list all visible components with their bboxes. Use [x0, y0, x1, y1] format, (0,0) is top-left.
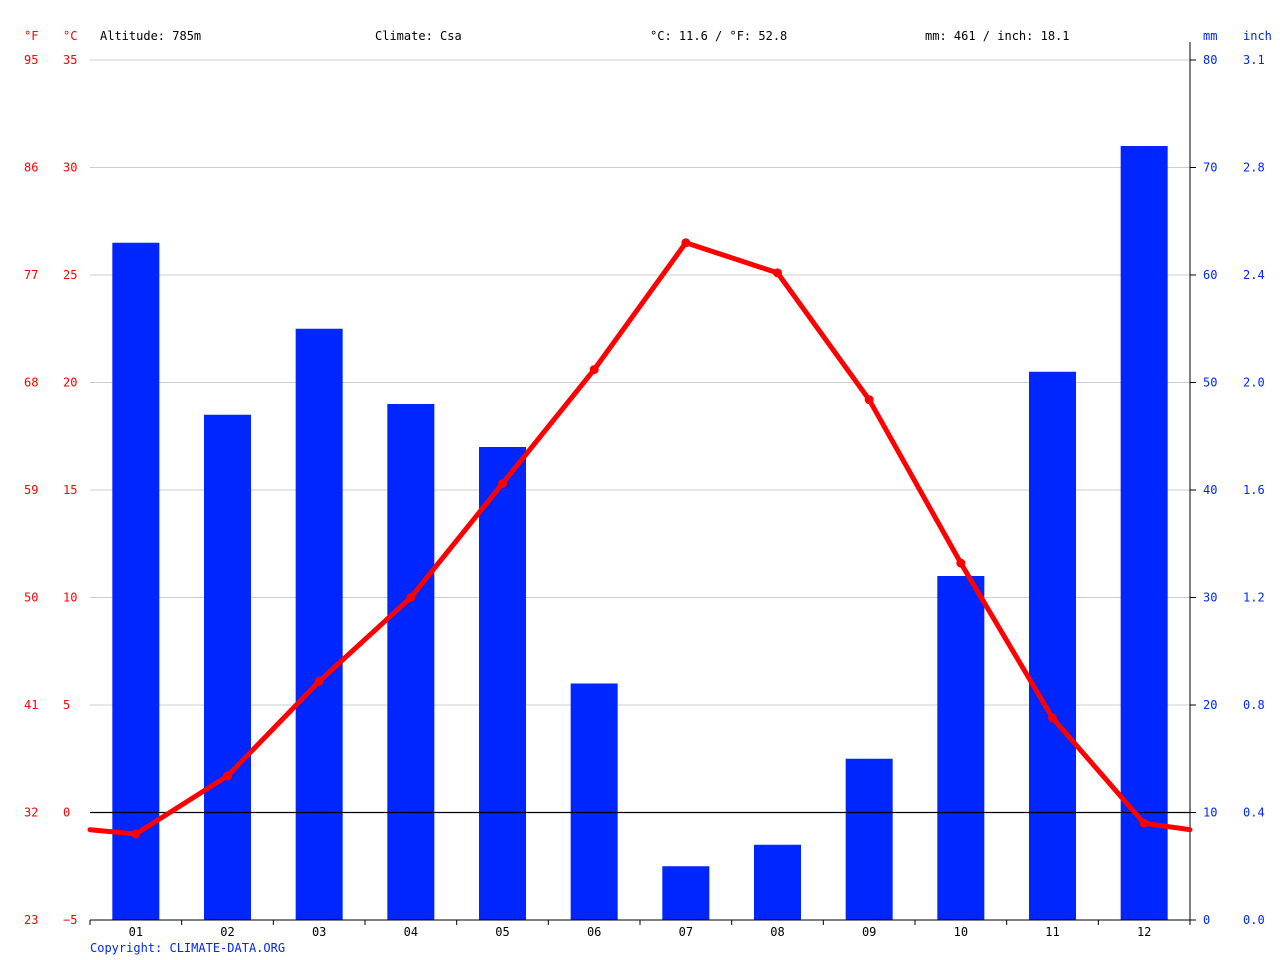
celsius-tick-label: 35	[63, 53, 77, 67]
mm-tick-label: 70	[1203, 161, 1217, 175]
mm-tick-label: 20	[1203, 698, 1217, 712]
month-label: 11	[1045, 925, 1059, 939]
celsius-tick-label: 5	[63, 698, 70, 712]
month-label: 08	[770, 925, 784, 939]
temperature-point	[589, 365, 599, 375]
mm-tick-label: 50	[1203, 376, 1217, 390]
month-label: 10	[954, 925, 968, 939]
fahrenheit-tick-label: 77	[24, 268, 38, 282]
temperature-point	[773, 268, 782, 278]
temperature-point	[314, 676, 324, 686]
inch-tick-label: 2.0	[1243, 376, 1265, 390]
temperature-point	[1048, 713, 1057, 723]
precipitation-bar	[845, 758, 893, 920]
precipitation-bar	[937, 576, 985, 920]
month-label: 04	[404, 925, 418, 939]
month-label: 03	[312, 925, 326, 939]
precipitation-bar	[112, 242, 160, 920]
mm-unit-label: mm	[1203, 29, 1217, 43]
tick-labels: 95 35 80 3.186 30 70 2.877 25 60 2.468 20 50 2.059 15…	[24, 53, 1265, 939]
precipitation-bar	[387, 404, 435, 920]
month-label: 07	[679, 925, 693, 939]
mm-tick-label: 60	[1203, 268, 1217, 282]
celsius-tick-label: 30	[63, 161, 77, 175]
inch-tick-label: 1.6	[1243, 483, 1265, 497]
grid-lines	[90, 59, 1190, 813]
axes	[89, 42, 1196, 925]
precip-total-label: mm: 461 / inch: 18.1	[925, 29, 1070, 43]
fahrenheit-tick-label: 68	[24, 376, 38, 390]
precipitation-bar	[204, 414, 251, 920]
mm-tick-label: 0	[1203, 913, 1210, 927]
celsius-tick-label: 0	[63, 806, 70, 820]
temperature-point	[681, 238, 691, 248]
mm-tick-label: 40	[1203, 483, 1217, 497]
celsius-tick-label: 20	[63, 376, 77, 390]
inch-tick-label: 0.8	[1243, 698, 1265, 712]
precipitation-bar	[754, 844, 801, 920]
temperature-series-line	[87, 240, 1193, 837]
mm-tick-label: 10	[1203, 806, 1217, 820]
precipitation-bar	[479, 447, 526, 920]
temperature-point	[498, 479, 507, 489]
mean-temp-label: °C: 11.6 / °F: 52.8	[650, 29, 787, 43]
fahrenheit-tick-label: 50	[24, 591, 38, 605]
fahrenheit-unit-label: °F	[24, 29, 38, 43]
inch-tick-label: 2.8	[1243, 161, 1265, 175]
month-label: 01	[129, 925, 143, 939]
month-label: 06	[587, 925, 601, 939]
mm-tick-label: 80	[1203, 53, 1217, 67]
month-label: 09	[862, 925, 876, 939]
temperature-line	[87, 238, 1193, 839]
climate-label: Climate: Csa	[375, 29, 462, 43]
celsius-tick-label: −5	[63, 913, 77, 927]
inch-tick-label: 1.2	[1243, 591, 1265, 605]
celsius-tick-label: 25	[63, 268, 77, 282]
inch-tick-label: 0.0	[1243, 913, 1265, 927]
copyright-link[interactable]: Copyright: CLIMATE-DATA.ORG	[90, 941, 285, 955]
inch-tick-label: 3.1	[1243, 53, 1265, 67]
temperature-point	[406, 593, 416, 602]
month-label: 02	[220, 925, 234, 939]
fahrenheit-tick-label: 86	[24, 161, 38, 175]
fahrenheit-tick-label: 59	[24, 483, 38, 497]
fahrenheit-tick-label: 41	[24, 698, 38, 712]
month-label: 12	[1137, 925, 1151, 939]
temperature-point	[864, 395, 874, 405]
fahrenheit-tick-label: 32	[24, 806, 38, 820]
inch-tick-label: 0.4	[1243, 806, 1265, 820]
precipitation-bar	[570, 683, 618, 920]
fahrenheit-tick-label: 23	[24, 913, 38, 927]
fahrenheit-tick-label: 95	[24, 53, 38, 67]
celsius-tick-label: 10	[63, 591, 77, 605]
inch-tick-label: 2.4	[1243, 268, 1265, 282]
celsius-unit-label: °C	[63, 29, 77, 43]
temperature-point	[131, 829, 141, 839]
inch-unit-label: inch	[1243, 29, 1272, 43]
precipitation-bar	[662, 866, 710, 920]
precipitation-bars	[112, 146, 1168, 920]
celsius-tick-label: 15	[63, 483, 77, 497]
mm-tick-label: 30	[1203, 591, 1217, 605]
temperature-point	[956, 558, 966, 568]
temperature-point	[223, 771, 232, 781]
precipitation-bar	[295, 328, 343, 920]
temperature-point	[1139, 818, 1149, 828]
precipitation-bar	[1120, 146, 1168, 920]
month-label: 05	[495, 925, 509, 939]
precipitation-bar	[1029, 371, 1076, 920]
altitude-label: Altitude: 785m	[100, 29, 201, 43]
